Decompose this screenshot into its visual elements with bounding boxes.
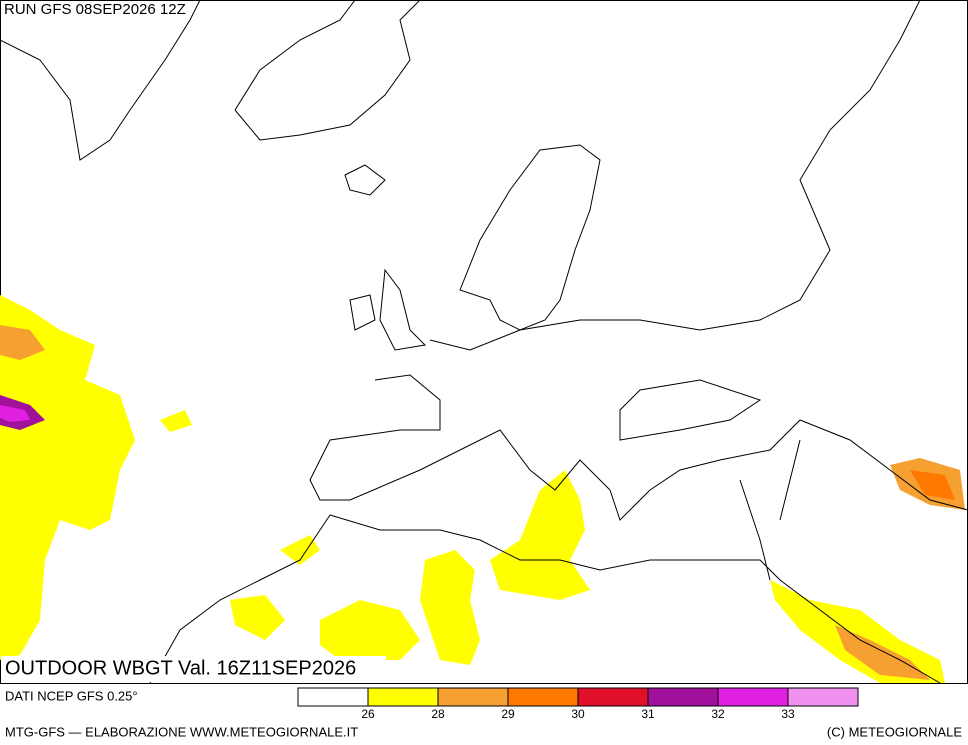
heat-area (230, 595, 285, 640)
heat-area (420, 550, 480, 665)
title-box (1, 656, 386, 682)
run-label: RUN GFS 08SEP2026 12Z (4, 1, 186, 18)
legend-tick-label: 28 (431, 707, 445, 721)
legend-swatch (297, 687, 369, 707)
legend-tick-label: 31 (641, 707, 655, 721)
legend-tick-label: 33 (781, 707, 795, 721)
legend-swatch (717, 687, 789, 707)
legend-swatch (647, 687, 719, 707)
legend-tick-label: 32 (711, 707, 725, 721)
legend-swatch (437, 687, 509, 707)
legend-tick-label: 30 (571, 707, 585, 721)
heat-area (910, 470, 955, 500)
legend-tick-label: 29 (501, 707, 515, 721)
legend-tick-label: 26 (361, 707, 375, 721)
legend-swatch (507, 687, 579, 707)
heat-area (0, 405, 30, 422)
heat-area (280, 535, 320, 565)
color-legend: 26 28 29 30 31 32 33 (297, 687, 859, 721)
heat-areas (0, 295, 965, 683)
legend-swatch (787, 687, 859, 707)
heat-area (0, 295, 135, 660)
heat-area (490, 470, 590, 600)
coastlines (0, 0, 968, 684)
heat-area (320, 600, 420, 660)
map-title: OUTDOOR WBGT Val. 16Z11SEP2026 (5, 657, 356, 679)
source-label: DATI NCEP GFS 0.25° (5, 688, 138, 703)
credit-label: MTG-GFS — ELABORAZIONE WWW.METEOGIORNALE… (5, 724, 358, 739)
legend-swatch (367, 687, 439, 707)
heat-area (0, 325, 45, 360)
map-frame (0, 0, 968, 684)
legend-swatch (577, 687, 649, 707)
copyright-label: (C) METEOGIORNALE (827, 724, 962, 739)
heat-area (160, 410, 192, 432)
